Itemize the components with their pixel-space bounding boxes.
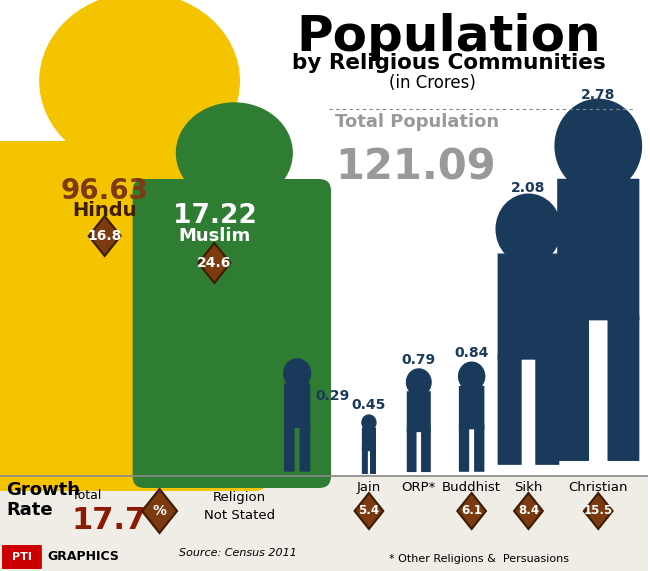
Text: Muslim: Muslim [178, 227, 250, 245]
Text: * Other Religions &  Persuasions: * Other Religions & Persuasions [389, 554, 569, 564]
Text: Total Population: Total Population [335, 113, 499, 131]
FancyBboxPatch shape [2, 545, 42, 569]
FancyBboxPatch shape [0, 476, 648, 571]
FancyBboxPatch shape [557, 179, 640, 320]
Text: 0.84: 0.84 [454, 346, 489, 360]
FancyBboxPatch shape [407, 391, 431, 432]
Text: 0.29: 0.29 [315, 389, 349, 403]
Text: 17.7: 17.7 [72, 506, 147, 535]
Polygon shape [514, 493, 543, 529]
Text: 2.08: 2.08 [512, 181, 545, 195]
Text: by Religious Communities: by Religious Communities [292, 53, 606, 73]
Text: GRAPHICS: GRAPHICS [48, 550, 120, 564]
Ellipse shape [283, 359, 311, 388]
Text: 24.6: 24.6 [197, 256, 231, 270]
FancyBboxPatch shape [0, 141, 269, 491]
Text: 16.8: 16.8 [88, 229, 122, 243]
Text: 6.1: 6.1 [461, 505, 482, 517]
Polygon shape [584, 493, 613, 529]
FancyBboxPatch shape [459, 386, 484, 429]
FancyBboxPatch shape [498, 254, 560, 360]
FancyBboxPatch shape [421, 427, 431, 472]
FancyBboxPatch shape [362, 446, 368, 474]
Polygon shape [142, 489, 177, 533]
FancyBboxPatch shape [0, 0, 648, 476]
Ellipse shape [177, 103, 292, 203]
FancyBboxPatch shape [474, 424, 484, 472]
Text: Growth: Growth [6, 481, 80, 499]
Text: 17.22: 17.22 [172, 203, 256, 229]
FancyBboxPatch shape [300, 423, 310, 472]
Text: 2.78: 2.78 [581, 88, 616, 102]
FancyBboxPatch shape [370, 446, 376, 474]
Text: PTI: PTI [12, 552, 32, 562]
FancyBboxPatch shape [608, 315, 640, 461]
Text: Religion: Religion [213, 491, 266, 504]
FancyBboxPatch shape [459, 424, 469, 472]
Ellipse shape [40, 0, 239, 169]
Text: Source: Census 2011: Source: Census 2011 [179, 548, 297, 558]
FancyBboxPatch shape [133, 179, 331, 488]
FancyBboxPatch shape [498, 355, 522, 465]
Text: Jain: Jain [357, 481, 381, 494]
Text: 15.5: 15.5 [584, 505, 613, 517]
Text: Population: Population [296, 13, 601, 61]
Text: %: % [153, 504, 166, 518]
Text: Not Stated: Not Stated [203, 509, 275, 522]
Ellipse shape [362, 415, 376, 430]
Ellipse shape [496, 194, 561, 264]
FancyBboxPatch shape [535, 355, 560, 465]
Text: ORP*: ORP* [402, 481, 436, 494]
Ellipse shape [406, 369, 431, 396]
Text: 0.79: 0.79 [402, 353, 436, 367]
Text: 5.4: 5.4 [358, 505, 380, 517]
FancyBboxPatch shape [362, 428, 376, 451]
Polygon shape [89, 216, 121, 256]
Text: Total: Total [72, 489, 101, 502]
Text: Hindu: Hindu [72, 202, 137, 220]
Ellipse shape [555, 99, 642, 192]
Text: (in Crores): (in Crores) [389, 74, 476, 92]
FancyBboxPatch shape [557, 315, 589, 461]
Text: 96.63: 96.63 [60, 177, 149, 205]
Ellipse shape [459, 362, 485, 391]
Polygon shape [458, 493, 486, 529]
Text: Christian: Christian [569, 481, 628, 494]
Text: 0.45: 0.45 [352, 398, 386, 412]
FancyBboxPatch shape [284, 383, 310, 428]
Polygon shape [354, 493, 383, 529]
Text: 8.4: 8.4 [518, 505, 539, 517]
Text: Buddhist: Buddhist [442, 481, 501, 494]
FancyBboxPatch shape [284, 423, 294, 472]
Text: Sikh: Sikh [514, 481, 543, 494]
Text: Rate: Rate [6, 501, 53, 519]
FancyBboxPatch shape [407, 427, 417, 472]
Text: 121.09: 121.09 [335, 146, 496, 188]
Polygon shape [198, 243, 230, 283]
